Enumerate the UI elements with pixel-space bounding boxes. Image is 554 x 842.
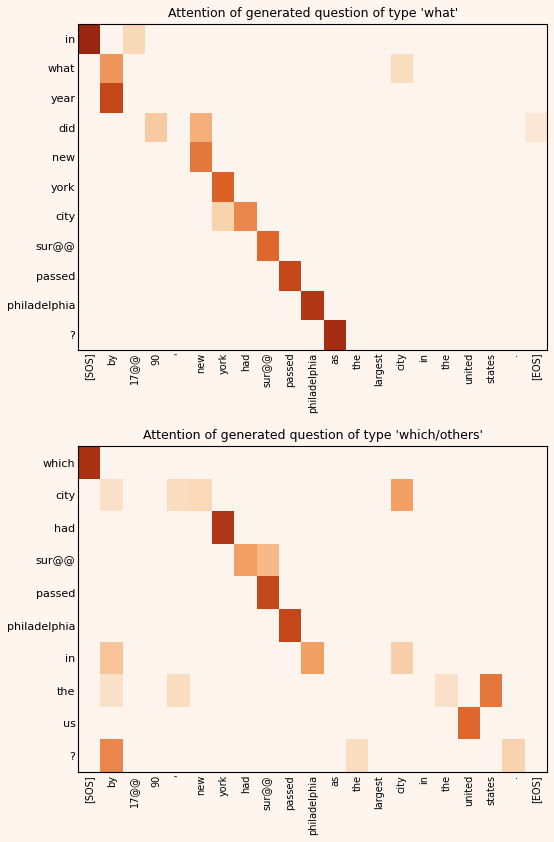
Title: Attention of generated question of type 'what': Attention of generated question of type …	[167, 7, 458, 20]
Title: Attention of generated question of type 'which/others': Attention of generated question of type …	[142, 429, 483, 442]
